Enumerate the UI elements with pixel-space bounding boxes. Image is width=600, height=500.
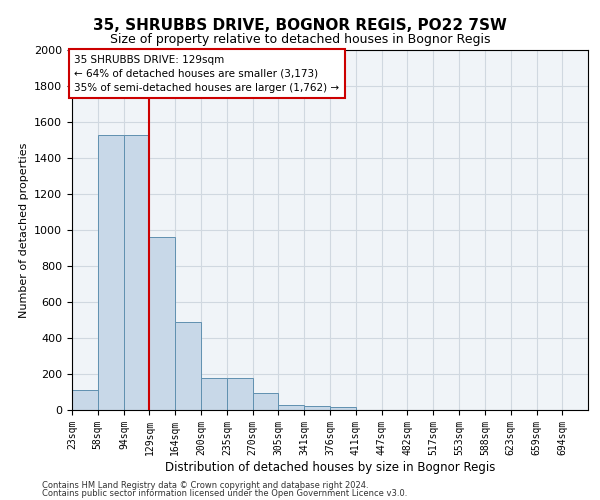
Bar: [253, 393, 278, 410]
Bar: [202, 378, 227, 410]
Bar: [278, 404, 304, 410]
Bar: [98, 134, 124, 410]
Text: Contains public sector information licensed under the Open Government Licence v3: Contains public sector information licen…: [42, 489, 407, 498]
Text: Contains HM Land Registry data © Crown copyright and database right 2024.: Contains HM Land Registry data © Crown c…: [42, 480, 368, 490]
Bar: [149, 237, 175, 410]
Bar: [175, 322, 202, 410]
Bar: [227, 378, 253, 410]
X-axis label: Distribution of detached houses by size in Bognor Regis: Distribution of detached houses by size …: [165, 460, 495, 473]
Text: 35 SHRUBBS DRIVE: 129sqm
← 64% of detached houses are smaller (3,173)
35% of sem: 35 SHRUBBS DRIVE: 129sqm ← 64% of detach…: [74, 54, 340, 92]
Bar: [330, 408, 356, 410]
Bar: [124, 134, 149, 410]
Bar: [304, 406, 330, 410]
Y-axis label: Number of detached properties: Number of detached properties: [19, 142, 29, 318]
Text: 35, SHRUBBS DRIVE, BOGNOR REGIS, PO22 7SW: 35, SHRUBBS DRIVE, BOGNOR REGIS, PO22 7S…: [93, 18, 507, 32]
Text: Size of property relative to detached houses in Bognor Regis: Size of property relative to detached ho…: [110, 32, 490, 46]
Bar: [72, 390, 98, 410]
